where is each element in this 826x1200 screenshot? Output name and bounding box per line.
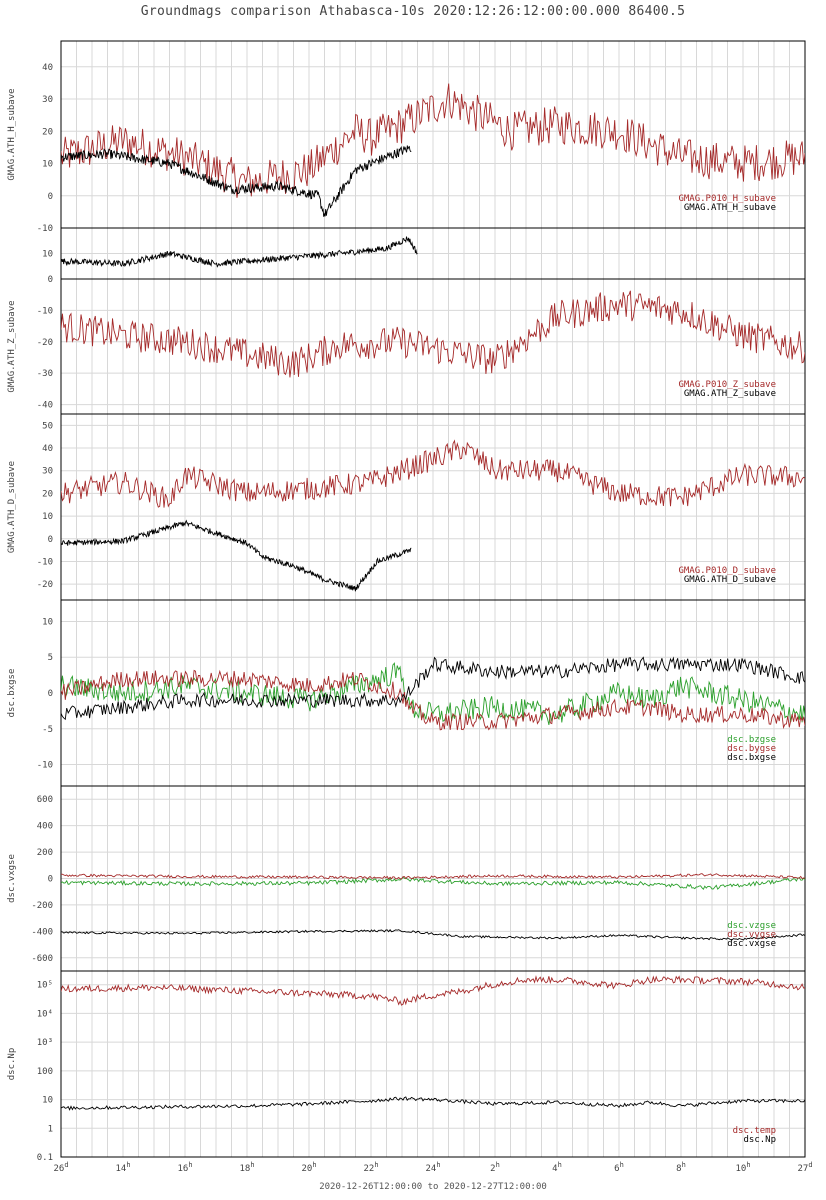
- series-line-dsc.vygse: [61, 873, 805, 880]
- y-tick-label: -400: [31, 927, 53, 937]
- y-tick-label: 10: [42, 617, 53, 627]
- series-line-dsc.bzgse: [61, 662, 805, 725]
- y-tick-label: -40: [37, 401, 53, 411]
- y-tick-label: 10: [42, 250, 53, 260]
- y-tick-label: 0: [48, 875, 53, 885]
- y-tick-label: 0: [48, 689, 53, 699]
- y-axis-label: dsc.bxgse: [7, 669, 17, 718]
- legend-entry: dsc.temp: [733, 1126, 776, 1136]
- y-tick-label: -10: [37, 224, 53, 234]
- y-tick-label: 20: [42, 127, 53, 137]
- y-tick-label: -10: [37, 557, 53, 567]
- y-tick-label: 0.1: [37, 1153, 53, 1163]
- y-tick-label: 50: [42, 421, 53, 431]
- series-line-GMAG.P010_D_subave: [61, 439, 805, 508]
- panel-frame: [60, 970, 806, 1158]
- legend-entry: dsc.vzgse: [727, 921, 776, 931]
- y-tick-label: 200: [37, 848, 53, 858]
- y-tick-label: 400: [37, 822, 53, 832]
- y-tick-label: -20: [37, 338, 53, 348]
- y-tick-label: 30: [42, 95, 53, 105]
- y-axis-label: GMAG.ATH_H_subave: [7, 88, 17, 180]
- y-tick-label: -200: [31, 901, 53, 911]
- x-tick-label: 14h: [115, 1161, 130, 1174]
- y-tick-label: -30: [37, 369, 53, 379]
- x-tick-label: 20h: [301, 1161, 316, 1174]
- legend-entry: GMAG.ATH_D_subave: [684, 575, 776, 585]
- series-line-dsc.vzgse: [61, 876, 805, 890]
- legend-entry: dsc.bxgse: [727, 753, 776, 763]
- series-line-dsc.Np: [61, 1096, 805, 1111]
- x-tick-label: 22h: [363, 1161, 378, 1174]
- y-tick-label: -10: [37, 306, 53, 316]
- y-tick-label: 5: [48, 653, 53, 663]
- chart-title: Groundmags comparison Athabasca-10s 2020…: [140, 4, 686, 19]
- x-tick-label: 18h: [239, 1161, 254, 1174]
- x-tick-label: 4h: [552, 1161, 562, 1174]
- y-tick-label: 10⁴: [37, 1009, 53, 1019]
- x-tick-label: 8h: [676, 1161, 686, 1174]
- y-tick-label: 600: [37, 795, 53, 805]
- legend-entry: dsc.vxgse: [727, 939, 776, 949]
- legend-entry: GMAG.ATH_H_subave: [684, 203, 776, 213]
- legend-entry: dsc.vygse: [727, 930, 776, 940]
- series-line-dsc.vxgse: [61, 929, 805, 941]
- y-tick-label: 10: [42, 512, 53, 522]
- series-line-GMAG.P010_H_subave: [61, 83, 805, 198]
- legend-entry: dsc.bygse: [727, 744, 776, 754]
- x-range-label: 2020-12-26T12:00:00 to 2020-12-27T12:00:…: [319, 1182, 547, 1192]
- panel-h2: 10: [42, 227, 806, 280]
- panel-v: -600 -400 -200 0 200 400 600 dsc.vxgse dsc.vzgse…: [7, 785, 806, 972]
- x-tick-label: 26d: [53, 1161, 68, 1174]
- series-line-dsc.bxgse: [61, 656, 805, 721]
- x-tick-label: 6h: [614, 1161, 624, 1174]
- y-tick-label: 10⁵: [37, 981, 53, 991]
- y-axis-label: GMAG.ATH_Z_subave: [7, 300, 17, 392]
- y-axis-label: dsc.vxgse: [7, 854, 17, 903]
- y-tick-label: 10³: [37, 1038, 53, 1048]
- y-tick-label: 10: [42, 160, 53, 170]
- y-tick-label: 40: [42, 63, 53, 73]
- panel-b: -10-50510dsc.bxgsedsc.bzgsedsc.bygsedsc.…: [7, 599, 806, 787]
- series-line-dsc.temp: [61, 975, 805, 1006]
- y-tick-label: -10: [37, 761, 53, 771]
- y-tick-label: -20: [37, 580, 53, 590]
- y-tick-label: 0: [48, 535, 53, 545]
- series-line-GMAG.ATH_H_subave: [61, 236, 418, 268]
- legend-entry: GMAG.ATH_Z_subave: [684, 389, 776, 399]
- panel-d: -20-1001020304050GMAG.ATH_D_subaveGMAG.P…: [7, 413, 806, 601]
- x-tick-label: 2h: [490, 1161, 500, 1174]
- panel-h: -10010203040GMAG.ATH_H_subaveGMAG.P010_H…: [7, 40, 806, 234]
- legend-entry: dsc.Np: [743, 1135, 776, 1145]
- y-axis-label: dsc.Np: [7, 1048, 17, 1081]
- y-tick-label: 30: [42, 467, 53, 477]
- y-tick-label: 20: [42, 489, 53, 499]
- x-tick-label: 27d: [797, 1161, 812, 1174]
- y-tick-label: 0: [48, 275, 53, 285]
- series-line-GMAG.ATH_D_subave: [61, 519, 412, 592]
- y-tick-label: -600: [31, 954, 53, 964]
- y-tick-label: 40: [42, 444, 53, 454]
- series-line-GMAG.P010_Z_subave: [61, 290, 805, 378]
- y-tick-label: 10: [42, 1096, 53, 1106]
- legend-entry: GMAG.P010_Z_subave: [678, 380, 776, 390]
- x-tick-label: 24h: [425, 1161, 440, 1174]
- legend-entry: GMAG.P010_D_subave: [678, 566, 776, 576]
- x-tick-label: 16h: [177, 1161, 192, 1174]
- y-tick-label: 100: [37, 1067, 53, 1077]
- x-tick-label: 10h: [735, 1161, 750, 1174]
- series-line-dsc.bygse: [61, 669, 805, 731]
- y-tick-label: 0: [48, 192, 53, 202]
- series-line-GMAG.ATH_H_subave: [61, 145, 412, 217]
- y-tick-label: 1: [48, 1124, 53, 1134]
- y-axis-label: GMAG.ATH_D_subave: [7, 461, 17, 553]
- legend-entry: dsc.bzgse: [727, 735, 776, 745]
- y-tick-label: -5: [42, 725, 53, 735]
- legend-entry: GMAG.P010_H_subave: [678, 194, 776, 204]
